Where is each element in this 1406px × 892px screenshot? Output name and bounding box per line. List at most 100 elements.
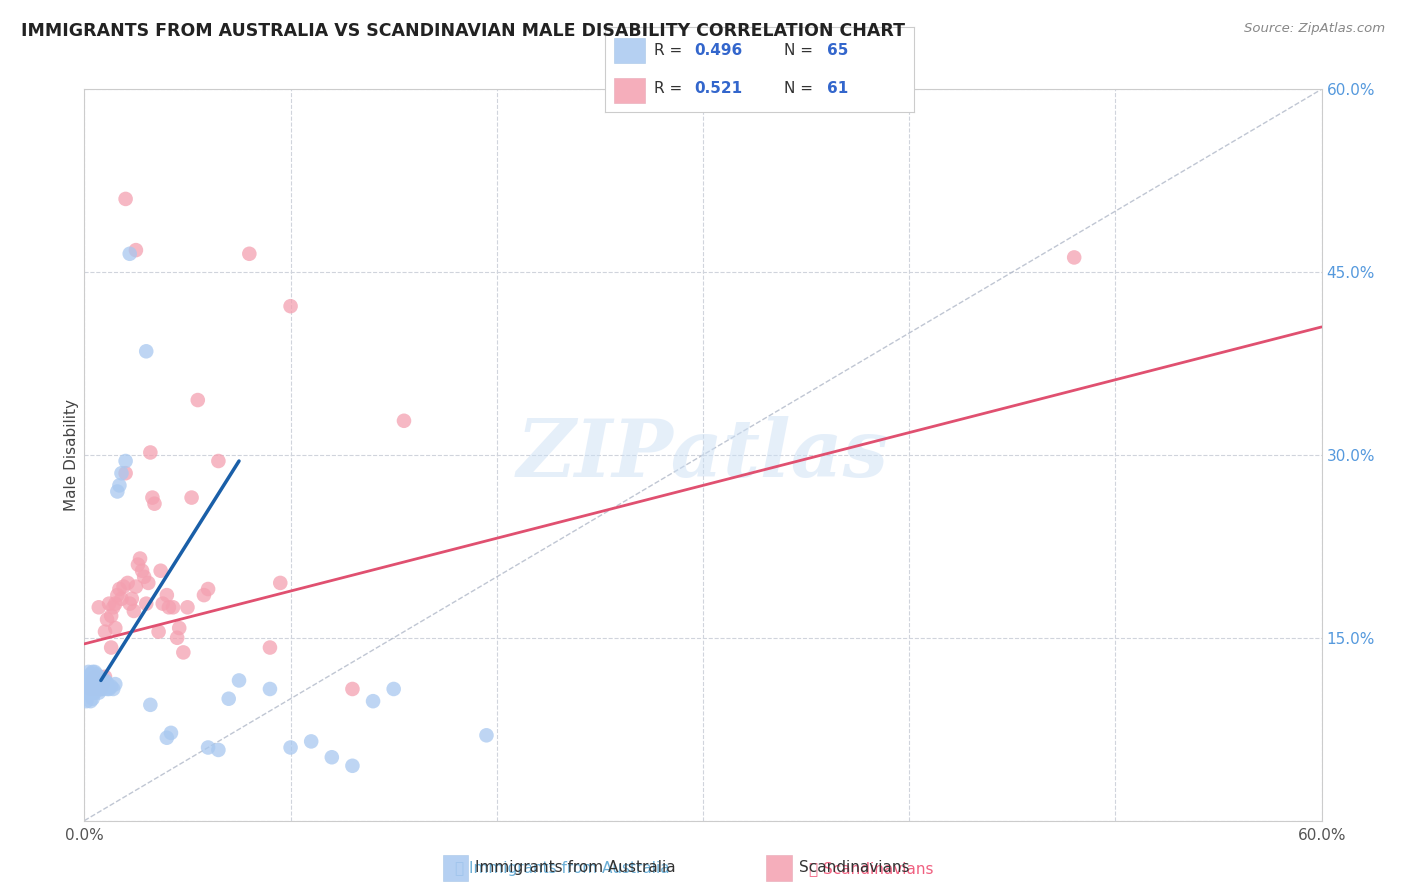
Point <box>82 670 104 684</box>
Text: N =: N = <box>785 43 818 58</box>
Point <box>77 677 100 691</box>
Point <box>82 673 104 688</box>
Point <box>79 672 101 686</box>
Point <box>87 686 110 700</box>
Point <box>117 576 139 591</box>
Point <box>83 680 105 694</box>
Point <box>82 665 104 679</box>
Point <box>152 597 174 611</box>
Point <box>228 673 250 688</box>
Text: Scandinavians: Scandinavians <box>799 861 910 875</box>
Point <box>187 392 209 407</box>
Point <box>112 580 135 594</box>
Point <box>94 670 117 684</box>
Point <box>98 681 121 696</box>
Point <box>135 344 157 359</box>
Point <box>86 681 108 696</box>
Point <box>166 631 188 645</box>
Point <box>79 677 101 691</box>
Point <box>193 588 215 602</box>
Point <box>90 681 112 696</box>
Point <box>1063 251 1085 265</box>
Point <box>108 582 131 596</box>
Point <box>299 734 322 748</box>
Point <box>172 645 194 659</box>
Point <box>280 740 302 755</box>
Point <box>79 681 101 696</box>
Text: ⬜ Scandinavians: ⬜ Scandinavians <box>810 861 934 876</box>
Point <box>238 246 260 260</box>
Point <box>86 673 108 688</box>
Point <box>392 414 415 428</box>
Point <box>361 694 384 708</box>
Text: ⬜ Immigrants from Australia: ⬜ Immigrants from Australia <box>456 861 669 876</box>
Text: R =: R = <box>654 80 688 95</box>
FancyBboxPatch shape <box>614 78 645 103</box>
Text: 0.496: 0.496 <box>695 43 742 58</box>
Point <box>149 564 172 578</box>
Point <box>143 497 166 511</box>
Point <box>157 600 180 615</box>
Point <box>160 726 183 740</box>
Point <box>91 681 114 696</box>
Point <box>162 600 184 615</box>
Point <box>94 624 117 639</box>
Point <box>100 608 122 623</box>
Text: 61: 61 <box>827 80 849 95</box>
Point <box>110 466 132 480</box>
Point <box>83 681 105 696</box>
Point <box>86 677 108 691</box>
Text: 65: 65 <box>827 43 849 58</box>
Point <box>136 576 159 591</box>
Point <box>75 694 97 708</box>
Point <box>77 665 100 679</box>
Point <box>176 600 198 615</box>
Point <box>259 640 281 655</box>
Point <box>94 673 117 688</box>
Point <box>77 670 100 684</box>
Text: R =: R = <box>654 43 688 58</box>
Point <box>105 588 128 602</box>
Point <box>83 670 105 684</box>
Point <box>135 597 157 611</box>
Point <box>83 677 105 691</box>
Point <box>87 670 110 684</box>
Point <box>114 192 136 206</box>
Point <box>82 686 104 700</box>
Point <box>131 564 153 578</box>
Point <box>91 673 114 688</box>
Point <box>82 691 104 706</box>
Point <box>139 445 162 459</box>
Point <box>280 299 302 313</box>
Point <box>148 624 170 639</box>
Point <box>114 454 136 468</box>
Point <box>104 597 127 611</box>
Point <box>94 680 117 694</box>
Point <box>91 677 114 691</box>
Point <box>118 246 141 260</box>
Point <box>134 570 156 584</box>
Point <box>269 576 291 591</box>
Point <box>110 591 132 606</box>
Point <box>114 466 136 480</box>
Point <box>127 558 149 572</box>
Point <box>77 681 100 696</box>
Point <box>125 580 148 594</box>
Point <box>121 591 143 606</box>
Point <box>103 600 125 615</box>
Point <box>87 673 110 688</box>
Point <box>108 478 131 492</box>
Text: Immigrants from Australia: Immigrants from Australia <box>475 861 676 875</box>
Point <box>118 597 141 611</box>
Point <box>100 640 122 655</box>
Text: Source: ZipAtlas.com: Source: ZipAtlas.com <box>1244 22 1385 36</box>
Point <box>105 484 128 499</box>
Point <box>86 677 108 691</box>
Point <box>90 681 112 696</box>
Point <box>79 686 101 700</box>
Point <box>207 454 229 468</box>
Point <box>197 740 219 755</box>
Point <box>197 582 219 596</box>
Point <box>96 613 118 627</box>
Point <box>122 604 145 618</box>
